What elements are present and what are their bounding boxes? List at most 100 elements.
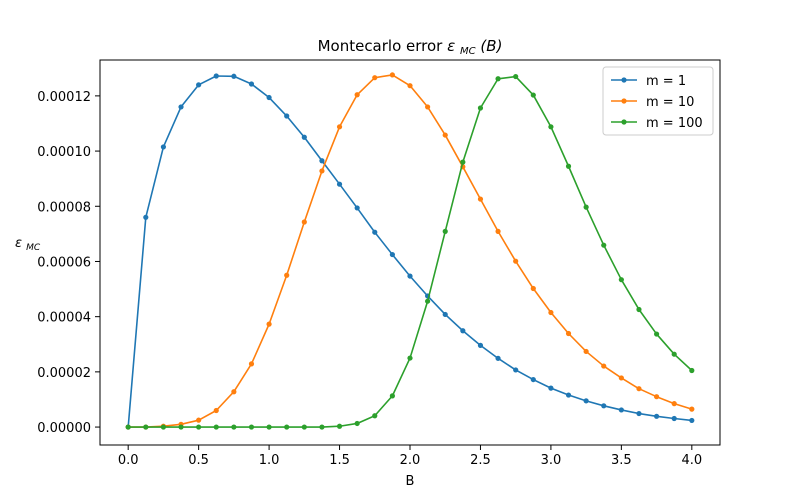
data-point bbox=[266, 424, 272, 430]
chart-title-math-sub: MC bbox=[460, 46, 476, 57]
data-point bbox=[583, 204, 589, 210]
data-point bbox=[336, 423, 343, 429]
data-point bbox=[513, 258, 519, 264]
x-tick-label: 3.5 bbox=[611, 453, 632, 468]
legend-item: m = 10 bbox=[611, 95, 694, 110]
data-point bbox=[548, 124, 554, 130]
legend-swatch-marker bbox=[621, 98, 627, 104]
data-point bbox=[407, 83, 413, 89]
data-point bbox=[530, 92, 536, 98]
data-point bbox=[671, 415, 677, 422]
y-tick-label: 0.00008 bbox=[37, 200, 91, 215]
data-point bbox=[178, 104, 184, 110]
data-point bbox=[248, 81, 255, 87]
data-point bbox=[601, 363, 607, 369]
data-point bbox=[477, 196, 484, 202]
legend-swatch-marker bbox=[621, 119, 627, 125]
data-point bbox=[231, 73, 237, 79]
data-point bbox=[601, 242, 607, 248]
legend: m = 1 m = 10 m = 100 bbox=[602, 66, 714, 136]
data-point bbox=[425, 104, 431, 110]
x-tick-label: 1.0 bbox=[259, 453, 280, 468]
data-point bbox=[372, 75, 378, 81]
data-point bbox=[196, 424, 202, 430]
data-point bbox=[372, 413, 378, 419]
data-point bbox=[231, 424, 237, 430]
data-point bbox=[301, 219, 307, 225]
y-tick-label: 0.00010 bbox=[37, 145, 91, 160]
data-point bbox=[689, 406, 695, 412]
data-point bbox=[442, 311, 448, 318]
data-point bbox=[372, 229, 378, 235]
x-tick-label: 1.5 bbox=[329, 453, 350, 468]
legend-label: m = 100 bbox=[646, 116, 703, 131]
data-point bbox=[425, 298, 431, 304]
data-point bbox=[266, 321, 272, 327]
legend-box bbox=[602, 66, 714, 136]
data-point bbox=[231, 389, 237, 395]
data-point bbox=[354, 92, 360, 98]
y-axis-label-main: ε bbox=[15, 236, 22, 251]
data-point bbox=[689, 417, 695, 424]
data-point bbox=[160, 424, 167, 430]
data-point bbox=[689, 367, 695, 374]
legend-label: m = 10 bbox=[646, 95, 694, 110]
chart-title-math-arg: (B) bbox=[480, 37, 502, 55]
x-tick-label: 0.5 bbox=[188, 453, 209, 468]
data-point bbox=[601, 403, 607, 409]
data-point bbox=[442, 228, 448, 234]
chart-title-math: ε bbox=[447, 37, 455, 55]
data-point bbox=[442, 132, 448, 138]
data-point bbox=[213, 424, 219, 430]
data-point bbox=[636, 306, 642, 313]
data-point bbox=[248, 424, 255, 430]
data-point bbox=[248, 361, 255, 367]
data-point bbox=[565, 392, 572, 398]
data-point bbox=[495, 355, 501, 361]
data-point bbox=[636, 410, 642, 417]
legend-item: m = 1 bbox=[611, 74, 686, 89]
data-point bbox=[565, 330, 572, 337]
x-axis-ticks: 0.0 0.5 1.0 1.5 2.0 2.5 3.0 3.5 4.0 bbox=[118, 445, 702, 468]
data-point bbox=[618, 407, 624, 413]
data-point bbox=[354, 420, 360, 427]
data-point bbox=[389, 251, 395, 258]
data-point bbox=[160, 144, 167, 150]
y-axis-label: ε MC bbox=[15, 236, 41, 253]
legend-label: m = 1 bbox=[646, 74, 686, 89]
data-point bbox=[636, 386, 642, 392]
x-tick-label: 2.0 bbox=[400, 453, 421, 468]
data-point bbox=[460, 159, 466, 165]
data-point bbox=[284, 113, 290, 119]
data-point bbox=[671, 401, 677, 407]
data-point bbox=[565, 163, 572, 169]
data-point bbox=[495, 76, 501, 82]
data-point bbox=[618, 277, 624, 283]
chart-title-main: Montecarlo error bbox=[318, 37, 448, 55]
data-point bbox=[336, 124, 343, 130]
data-point bbox=[301, 424, 307, 430]
data-point bbox=[495, 228, 501, 234]
data-point bbox=[407, 355, 413, 361]
data-point bbox=[336, 181, 343, 187]
data-point bbox=[178, 424, 184, 430]
data-point bbox=[513, 367, 519, 373]
y-tick-label: 0.00002 bbox=[37, 366, 91, 381]
data-point bbox=[460, 328, 466, 334]
x-tick-label: 2.5 bbox=[470, 453, 491, 468]
y-tick-label: 0.00006 bbox=[37, 255, 91, 270]
y-tick-label: 0.00000 bbox=[37, 421, 91, 436]
data-point bbox=[301, 134, 307, 140]
data-point bbox=[653, 394, 660, 400]
y-axis-ticks: 0.00000 0.00002 0.00004 0.00006 0.00008 0.000… bbox=[37, 90, 100, 436]
data-point bbox=[354, 205, 360, 211]
data-point bbox=[143, 424, 149, 430]
data-point bbox=[196, 82, 202, 88]
data-point bbox=[583, 348, 589, 355]
data-point bbox=[125, 424, 131, 430]
data-point bbox=[284, 272, 290, 278]
data-point bbox=[530, 285, 536, 292]
data-point bbox=[653, 331, 660, 337]
data-point bbox=[513, 73, 519, 80]
